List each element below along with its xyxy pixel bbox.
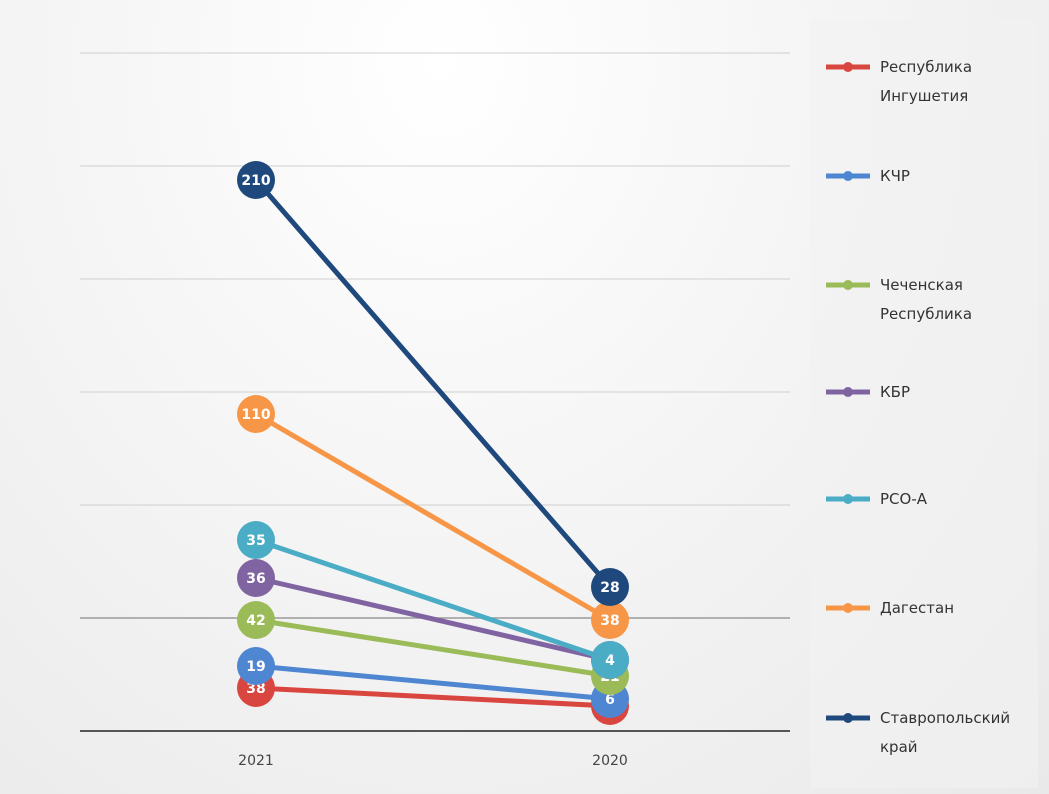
series-кчр xyxy=(253,663,613,702)
data-label: 210 xyxy=(241,173,270,189)
data-label: 6 xyxy=(605,692,615,708)
series-line xyxy=(253,411,613,623)
gridlines xyxy=(80,52,790,732)
legend-label: Ставропольский xyxy=(880,709,1010,727)
series-ставропольский-край xyxy=(253,177,613,590)
x-axis-ticks: 2021 2020 xyxy=(238,753,628,769)
data-point xyxy=(237,521,275,559)
legend-label: РСО-А xyxy=(880,490,928,508)
legend-label: Чеченская xyxy=(880,276,963,294)
legend-swatch-marker xyxy=(843,62,853,72)
data-label: 28 xyxy=(600,580,619,596)
data-point xyxy=(237,647,275,685)
legend-item: Чеченская Республика xyxy=(826,276,972,323)
data-label: 35 xyxy=(246,533,265,549)
legend-swatch-marker xyxy=(843,713,853,723)
series-line xyxy=(253,663,613,702)
legend-label: Республика xyxy=(880,58,972,76)
legend-item: Республика Ингушетия xyxy=(826,58,972,105)
series-рсо-а xyxy=(253,537,613,663)
legend-swatch-marker xyxy=(843,280,853,290)
series-line xyxy=(253,177,613,590)
data-point xyxy=(591,568,629,606)
data-label: 38 xyxy=(600,613,619,629)
legend-item: КЧР xyxy=(826,167,910,185)
data-label: 19 xyxy=(246,659,265,675)
legend-swatch-marker xyxy=(843,387,853,397)
series-дагестан xyxy=(253,411,613,623)
data-label: 4 xyxy=(605,653,615,669)
data-point xyxy=(591,641,629,679)
data-label: 42 xyxy=(246,613,265,629)
series-чеченская-республика xyxy=(253,617,613,679)
legend-label: Республика xyxy=(880,305,972,323)
data-label: 36 xyxy=(246,571,265,587)
data-point xyxy=(237,559,275,597)
legend-label: КЧР xyxy=(880,167,910,185)
legend-swatch-marker xyxy=(843,603,853,613)
legend-label: Ингушетия xyxy=(880,87,968,105)
series-line xyxy=(253,617,613,679)
data-point xyxy=(591,601,629,639)
legend-item: Дагестан xyxy=(826,599,954,617)
series-line xyxy=(253,575,613,663)
legend-box xyxy=(810,20,1038,788)
data-point xyxy=(237,161,275,199)
series-кбр xyxy=(253,575,613,663)
legend-item: Ставропольский край xyxy=(826,709,1010,756)
legend-swatch-marker xyxy=(843,171,853,181)
legend: Республика Ингушетия КЧР Чеченская Республик… xyxy=(810,20,1038,788)
data-point xyxy=(237,601,275,639)
legend-label: КБР xyxy=(880,383,910,401)
x-tick-label: 2021 xyxy=(238,753,274,769)
legend-label: Дагестан xyxy=(880,599,954,617)
series-республика-ингушетия xyxy=(253,685,613,709)
series-line xyxy=(253,537,613,663)
data-point xyxy=(237,395,275,433)
data-label: 38 xyxy=(246,681,265,697)
series-lines: 38219642213643541103821028 xyxy=(237,161,629,725)
legend-swatch-marker xyxy=(843,494,853,504)
legend-item: КБР xyxy=(826,383,910,401)
legend-label: край xyxy=(880,738,918,756)
legend-item: РСО-А xyxy=(826,490,928,508)
series-line xyxy=(253,685,613,709)
data-label: 110 xyxy=(241,407,270,423)
x-tick-label: 2020 xyxy=(592,753,628,769)
